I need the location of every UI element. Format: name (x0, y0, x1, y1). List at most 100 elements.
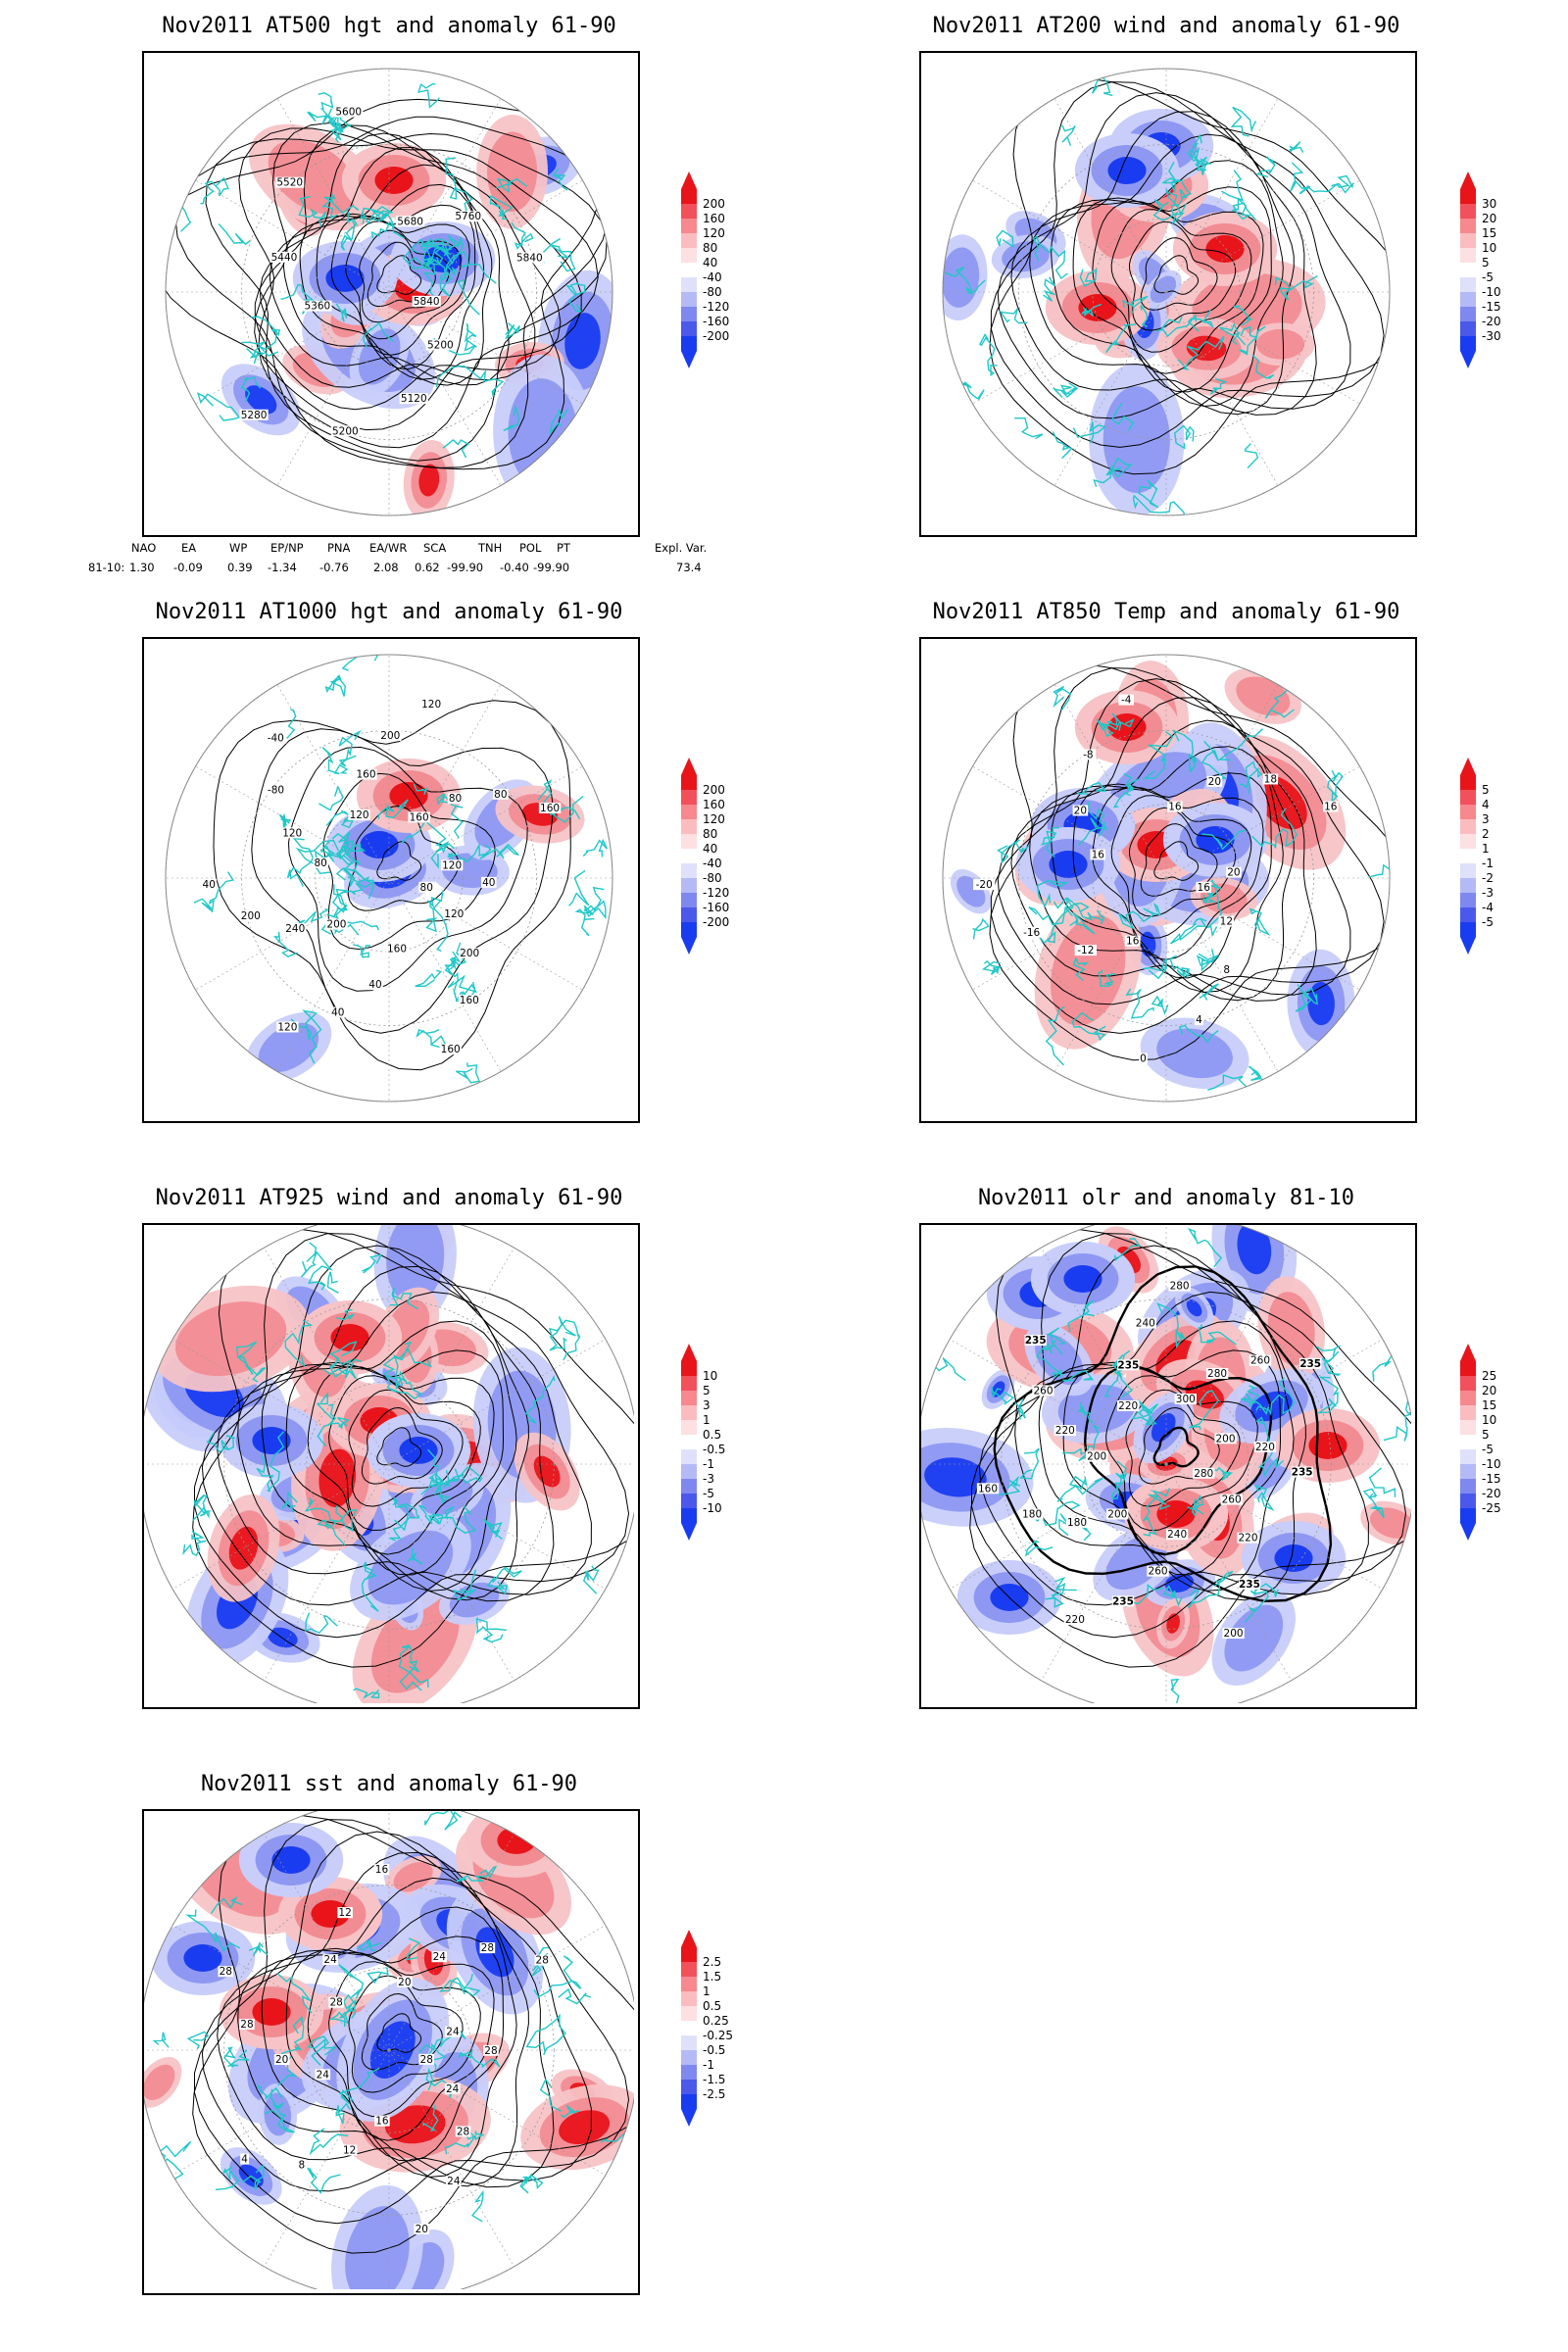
colorbar-segment (681, 233, 697, 248)
colorbar-segment (681, 2094, 697, 2109)
coastline (335, 2102, 351, 2125)
coastline (251, 316, 280, 357)
coastline (1077, 1401, 1094, 1424)
contour-label: 12 (338, 1907, 351, 1919)
coastline (1327, 769, 1344, 804)
meridian-line (1165, 98, 1279, 293)
contour-label: 220 (1238, 1533, 1257, 1544)
anomaly-patch (924, 1457, 987, 1497)
colorbar-tick-label: -5 (1482, 1443, 1494, 1456)
coastline (192, 1494, 210, 1522)
coastline (1105, 323, 1136, 354)
colorbar-bottom-arrow (681, 937, 697, 955)
coastline (335, 1505, 354, 1533)
colorbar-tick-label: -1 (703, 1457, 714, 1471)
anomaly-patch (1237, 1225, 1272, 1275)
contour-label-bg (1118, 694, 1134, 706)
coastline (200, 176, 229, 205)
contour-line (978, 1245, 1369, 1606)
index-value: -1.34 (268, 561, 297, 574)
contour-label: 28 (457, 2126, 469, 2137)
coastline (998, 1475, 1021, 1495)
panel-title-at925: Nov2011 AT925 wind and anomaly 61-90 (155, 1186, 623, 1210)
contour-line (359, 229, 450, 323)
streamline (307, 1365, 495, 1555)
coastline (437, 1504, 477, 1534)
colorbar-bottom-arrow (681, 351, 697, 368)
contour-label-bg (447, 792, 464, 804)
contour-label-bg (414, 2224, 430, 2235)
contour-label: 5600 (335, 107, 362, 119)
contour-label-bg (313, 858, 328, 869)
colorbar-tick-label: -160 (703, 901, 730, 914)
contour-label: 200 (460, 948, 479, 959)
coastline (552, 168, 568, 191)
contour-label: 8 (1223, 964, 1230, 976)
contour-label-bg (1074, 945, 1098, 956)
meridian-line (388, 291, 502, 486)
contour-label: 160 (410, 811, 429, 823)
meridian-line (195, 877, 390, 991)
index-header: NAO (131, 541, 157, 555)
colorbar-segment (681, 189, 697, 204)
map-at850: 16 12 8 4 0 16 -12 -16 -20 16 20 -8 -4 16 20 18 16 20 (919, 637, 1417, 1123)
colorbar-tick-label: -30 (1482, 329, 1501, 343)
contour-label-bg (1116, 1399, 1140, 1411)
contour-label: 160 (978, 1483, 998, 1494)
contour-label-bg (483, 2044, 499, 2056)
coastline (549, 1316, 576, 1351)
colorbar-tick-label: 200 (703, 783, 725, 797)
coastline (418, 2030, 466, 2053)
index-header: POL (519, 541, 542, 555)
index-value: -0.76 (319, 561, 349, 574)
contour-label: 28 (240, 2019, 253, 2031)
coastline (334, 1355, 363, 1380)
contour-label-bg (1020, 1508, 1044, 1520)
contour-label-bg (1072, 805, 1089, 816)
contour-line (1010, 697, 1317, 1002)
coastline (322, 1341, 358, 1379)
contour-label: 200 (1087, 1451, 1106, 1463)
anomaly-patch (1102, 386, 1170, 494)
meridian-line (1054, 98, 1167, 293)
colorbar-segment (681, 2021, 697, 2035)
anomaly-patch (144, 2064, 175, 2101)
coastline (1156, 1302, 1186, 1349)
hemisphere-outline (165, 68, 613, 516)
contour-line (282, 164, 493, 386)
coastline (304, 1497, 358, 1523)
colorbar-segment (1460, 1405, 1476, 1420)
index-value: -99.90 (447, 561, 484, 574)
contour-label: 0 (1140, 1054, 1147, 1065)
colorbar-segment (681, 790, 697, 805)
contour-label-bg (281, 827, 304, 839)
anomaly-core (497, 1827, 536, 1854)
coastline (1110, 402, 1135, 431)
colorbar-segment (1460, 1494, 1476, 1508)
contour-label: 260 (1149, 1566, 1168, 1578)
contour-label-bg (973, 879, 996, 891)
contour-label: 5200 (427, 339, 454, 351)
coastline (433, 1478, 460, 1504)
coastline (429, 241, 497, 284)
streamline (194, 1233, 630, 1639)
map-svg: 280 260 220 235 200 240 260 235 220 200 180 180 160 2… (921, 1225, 1411, 1703)
coastline (1045, 1005, 1065, 1066)
coastline (1254, 1484, 1275, 1512)
streamline (285, 1349, 505, 1576)
colorbar-tick-label: -40 (703, 857, 722, 870)
colorbar-segment (1460, 907, 1476, 922)
colorbar-top-arrow (681, 758, 697, 775)
coastline (1172, 729, 1199, 773)
contour-label-bg (1080, 749, 1097, 760)
contour-label-bg (534, 1954, 551, 1966)
colorbar-segment (1460, 1508, 1476, 1523)
colorbar-tick-label: 120 (703, 812, 725, 826)
colorbar-at925: 10 5 3 1 0.5 -0.5 -1 -3 -5 -10 (681, 1344, 760, 1554)
anomaly-patch (564, 313, 601, 369)
anomaly-patch (384, 2105, 446, 2144)
colorbar-tick-label: -5 (703, 1487, 714, 1500)
contour-line (166, 98, 602, 470)
colorbar-segment (681, 1405, 697, 1420)
index-header: Expl. Var. (655, 541, 708, 555)
